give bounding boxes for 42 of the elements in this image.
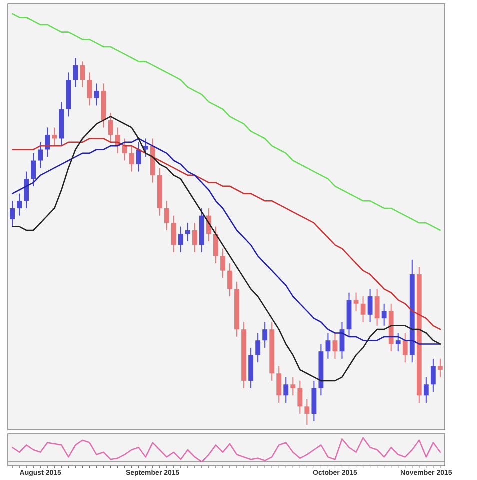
candlestick — [80, 61, 86, 88]
candlestick — [73, 58, 78, 88]
candlestick — [94, 83, 100, 106]
candlestick — [10, 200, 16, 228]
candlestick — [220, 248, 226, 279]
candlestick — [298, 380, 303, 414]
candlestick — [24, 171, 30, 209]
candlestick — [402, 332, 408, 364]
candlestick — [276, 366, 282, 404]
candlestick — [185, 222, 190, 242]
candlestick — [396, 332, 401, 352]
candlestick — [87, 72, 92, 106]
candlestick — [382, 303, 387, 326]
candlestick — [262, 322, 268, 348]
candlestick — [129, 146, 134, 172]
candlestick — [164, 200, 170, 231]
candlestick — [136, 142, 142, 172]
candlestick — [430, 358, 436, 392]
candlestick — [143, 138, 148, 158]
candlestick — [171, 215, 176, 254]
candlestick — [192, 222, 198, 254]
candlestick — [38, 142, 44, 169]
candlestick — [108, 112, 114, 143]
candlestick — [332, 332, 338, 360]
candlestick — [326, 332, 331, 360]
candlestick — [438, 358, 443, 378]
candlestick — [368, 288, 373, 323]
candlestick — [290, 376, 296, 396]
candlestick — [52, 127, 58, 147]
candlestick — [354, 292, 359, 312]
candlestick — [360, 296, 366, 323]
candlestick — [17, 193, 22, 216]
candlestick — [256, 332, 261, 364]
candlestick — [424, 376, 429, 404]
candlestick — [304, 398, 310, 426]
candlestick — [214, 226, 218, 264]
candlestick — [284, 376, 289, 404]
candlestick — [228, 263, 232, 298]
candlestick — [374, 288, 380, 326]
candlestick — [31, 152, 36, 187]
candlestick — [45, 127, 50, 158]
candlestick — [178, 226, 184, 254]
